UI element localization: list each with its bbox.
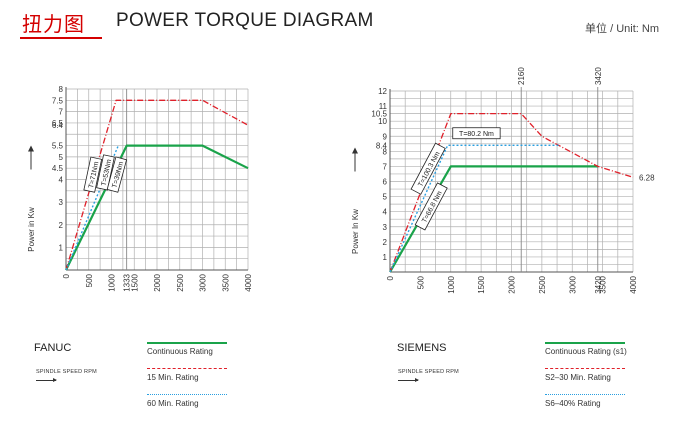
siemens-annotation-box (410, 142, 446, 195)
siemens-y-tick-label: 2 (383, 238, 388, 247)
siemens-x-tick-label: 500 (416, 275, 425, 289)
siemens-series-1 (389, 112, 634, 273)
title-cn: 扭力图 (22, 12, 85, 36)
fanuc-x-tick-label: 1000 (108, 273, 117, 291)
fanuc-series-0 (65, 144, 249, 271)
siemens-legend-s6-line (545, 394, 625, 395)
siemens-y-tick-label: 10.5 (371, 110, 387, 119)
siemens-y-axis-label: Power In Kw (351, 209, 360, 254)
fanuc-speed-arrow (36, 378, 57, 382)
fanuc-x-tick-label: 3000 (199, 273, 208, 291)
siemens-annotation-text: T=80.2 Nm (459, 131, 494, 138)
siemens-legend-continuous-line (545, 342, 625, 344)
siemens-speed-arrow (398, 378, 419, 382)
siemens-y-tick-label: 8.4 (376, 141, 388, 150)
siemens-x-tick-label: 2000 (508, 275, 517, 293)
fanuc-y-tick-label: 3 (59, 198, 64, 207)
title-underline (20, 37, 102, 39)
siemens-series-2 (389, 144, 561, 273)
siemens-legend-continuous: Continuous Rating (s1) (545, 347, 627, 356)
siemens-y-tick-label: 6 (383, 178, 388, 187)
fanuc-x-tick-label: 1333 (123, 273, 132, 291)
siemens-speed-label: SPINDLE SPEED RPM (398, 369, 459, 375)
fanuc-y-tick-label: 4.5 (52, 164, 64, 173)
fanuc-speed-label: SPINDLE SPEED RPM (36, 369, 97, 375)
siemens-legend-s2-line (545, 368, 625, 369)
fanuc-y-tick-label: 1 (59, 243, 64, 252)
fanuc-legend-60min-line (147, 394, 227, 395)
fanuc-y-tick-label: 4 (59, 176, 64, 185)
siemens-y-tick-label: 1 (383, 253, 388, 262)
siemens-y-tick-label: 12 (378, 87, 387, 96)
siemens-y-tick-label: 7 (383, 162, 388, 171)
page-title: POWER TORQUE DIAGRAM (116, 10, 374, 31)
fanuc-name: FANUC (34, 342, 72, 354)
fanuc-legend-60min: 60 Min. Rating (147, 399, 199, 408)
fanuc-y-tick-label: 6.5 (52, 119, 64, 128)
siemens-y-tick-label: 10 (378, 117, 387, 126)
siemens-y-tick-label: 5 (383, 193, 388, 202)
fanuc-annotation-box (106, 156, 128, 193)
siemens-x-tick-label: 1000 (447, 275, 456, 293)
fanuc-y-tick-label: 8 (59, 85, 64, 94)
siemens-x-tick-label: 0 (386, 275, 395, 280)
fanuc-y-tick-label: 6.4 (52, 121, 64, 130)
fanuc-x-tick-label: 1500 (130, 273, 139, 291)
siemens-x-tick-label: 1500 (477, 275, 486, 293)
fanuc-y-tick-label: 5 (59, 153, 64, 162)
siemens-x-tick-label: 2500 (538, 275, 547, 293)
fanuc-y-tick-label: 7 (59, 108, 64, 117)
siemens-annotation: T=80.2 Nm (452, 127, 501, 140)
fanuc-y-tick-label: 7.5 (52, 96, 64, 105)
siemens-y-tick-label: 4 (383, 208, 388, 217)
siemens-end-label: 6.28 (639, 173, 655, 182)
siemens-name: SIEMENS (397, 342, 447, 354)
fanuc-x-tick-label: 4000 (244, 273, 253, 291)
fanuc-x-tick-label: 0 (62, 273, 71, 278)
fanuc-legend-continuous-line (147, 342, 227, 344)
fanuc-x-tick-label: 2000 (153, 273, 162, 291)
fanuc-y-axis-arrowhead (28, 145, 34, 152)
siemens-series-0 (389, 165, 598, 273)
siemens-x-tick-label: 4000 (629, 275, 638, 293)
siemens-y-tick-label: 3 (383, 223, 388, 232)
fanuc-annotation-box (83, 156, 103, 193)
fanuc-x-tick-label: 3500 (221, 273, 230, 291)
fanuc-x-tick-label: 500 (85, 273, 94, 287)
siemens-legend-s6: S6–40% Rating (545, 399, 601, 408)
siemens-x-tick-label: 3000 (568, 275, 577, 293)
siemens-annotation-box (452, 127, 501, 140)
siemens-top-marker-label: 3420 (594, 67, 603, 85)
siemens-y-tick-label: 9 (383, 132, 388, 141)
siemens-top-marker-label: 2160 (517, 67, 526, 85)
siemens-y-tick-label: 8 (383, 147, 388, 156)
siemens-y-tick-label: 11 (379, 102, 388, 111)
fanuc-legend-15min: 15 Min. Rating (147, 373, 199, 382)
fanuc-y-tick-label: 2 (59, 221, 64, 230)
fanuc-legend-15min-line (147, 368, 227, 369)
fanuc-y-axis-label: Power in Kw (27, 207, 36, 252)
siemens-x-tick-label: 3500 (599, 275, 608, 293)
siemens-annotation-box (414, 182, 448, 231)
unit-label: 单位 / Unit: Nm (585, 23, 659, 35)
fanuc-annotation-box (96, 154, 115, 191)
fanuc-legend-continuous: Continuous Rating (147, 347, 213, 356)
siemens-y-axis-arrowhead (352, 147, 358, 154)
fanuc-y-tick-label: 5.5 (52, 142, 64, 151)
siemens-legend-s2: S2–30 Min. Rating (545, 373, 611, 382)
fanuc-x-tick-label: 2500 (176, 273, 185, 291)
siemens-x-tick-label: 3420 (594, 275, 603, 293)
